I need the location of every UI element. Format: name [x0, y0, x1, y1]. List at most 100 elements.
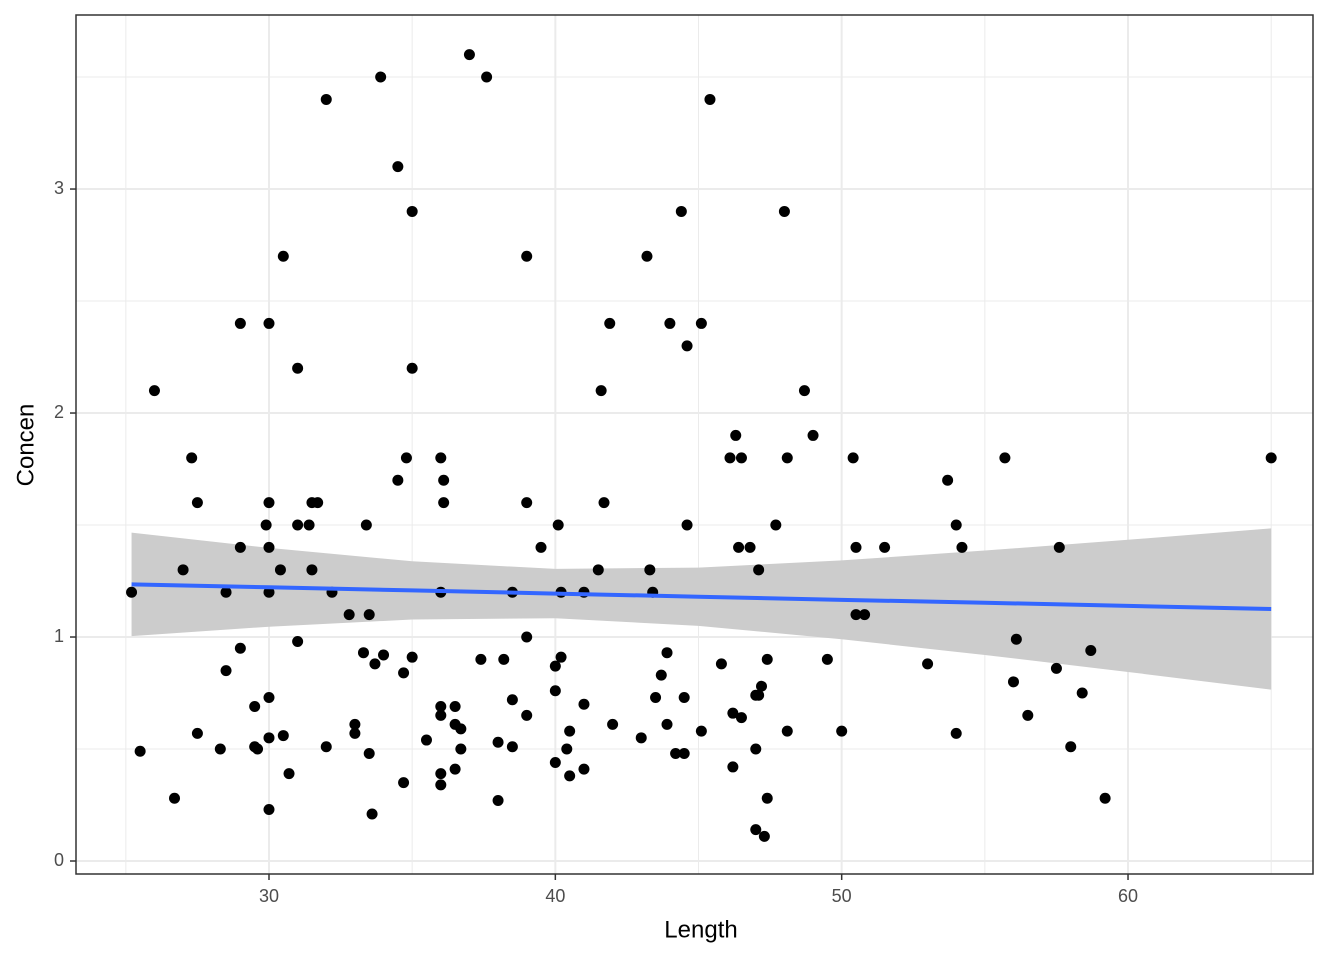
point — [455, 723, 467, 735]
point — [675, 205, 687, 217]
point — [177, 564, 189, 576]
point — [770, 519, 782, 531]
point — [435, 779, 447, 791]
point — [306, 564, 318, 576]
point — [475, 653, 487, 665]
point — [735, 452, 747, 464]
point — [564, 770, 576, 782]
point — [492, 795, 504, 807]
point — [148, 385, 160, 397]
point — [727, 761, 739, 773]
point — [555, 651, 567, 663]
point — [595, 385, 607, 397]
point — [661, 647, 673, 659]
point — [369, 658, 381, 670]
y-axis-title: Concen — [12, 404, 39, 487]
point — [561, 743, 573, 755]
point — [263, 497, 275, 509]
point — [506, 741, 518, 753]
point — [753, 689, 765, 701]
point — [521, 631, 533, 643]
point — [650, 691, 662, 703]
point — [761, 792, 773, 804]
point — [263, 803, 275, 815]
point — [761, 653, 773, 665]
grid — [76, 15, 1313, 874]
point — [449, 763, 461, 775]
point — [234, 642, 246, 654]
point — [320, 93, 332, 105]
point — [263, 317, 275, 329]
point — [678, 747, 690, 759]
point — [604, 317, 616, 329]
point — [1050, 662, 1062, 674]
point — [292, 519, 304, 531]
point — [1053, 541, 1065, 553]
marks — [126, 49, 1277, 842]
x-tick-label: 50 — [832, 886, 852, 906]
point — [1076, 687, 1088, 699]
point — [400, 452, 412, 464]
point — [191, 497, 203, 509]
confidence-band — [131, 528, 1272, 690]
point — [1007, 676, 1019, 688]
point — [463, 49, 475, 61]
point — [807, 429, 819, 441]
point — [260, 519, 272, 531]
point — [922, 658, 934, 670]
point — [126, 586, 138, 598]
point — [744, 541, 756, 553]
point — [169, 792, 181, 804]
point — [778, 205, 790, 217]
point — [263, 586, 275, 598]
point — [859, 609, 871, 621]
point — [349, 718, 361, 730]
point — [320, 741, 332, 753]
point — [695, 725, 707, 737]
point — [781, 452, 793, 464]
point — [392, 161, 404, 173]
point — [750, 743, 762, 755]
point — [521, 497, 533, 509]
point — [134, 745, 146, 757]
point — [1085, 644, 1097, 656]
point — [535, 541, 547, 553]
y-tick-label: 2 — [54, 402, 64, 422]
point — [750, 824, 762, 836]
point — [343, 609, 355, 621]
point — [435, 709, 447, 721]
point — [695, 317, 707, 329]
point — [234, 541, 246, 553]
point — [549, 660, 561, 672]
x-tick-label: 30 — [259, 886, 279, 906]
point — [283, 768, 295, 780]
point — [847, 452, 859, 464]
x-tick-label: 40 — [545, 886, 565, 906]
axes: 30 40 50 60 0 1 2 3 — [54, 178, 1138, 906]
point — [420, 734, 432, 746]
point — [756, 680, 768, 692]
point — [1010, 633, 1022, 645]
point — [249, 700, 261, 712]
point — [492, 736, 504, 748]
point — [274, 564, 286, 576]
point — [252, 743, 264, 755]
point — [836, 725, 848, 737]
point — [406, 205, 418, 217]
point — [681, 340, 693, 352]
point — [214, 743, 226, 755]
x-tick-label: 60 — [1118, 886, 1138, 906]
point — [220, 665, 232, 677]
point — [498, 653, 510, 665]
point — [724, 452, 736, 464]
point — [733, 541, 745, 553]
point — [435, 700, 447, 712]
point — [263, 732, 275, 744]
point — [357, 647, 369, 659]
point — [655, 669, 667, 681]
point — [942, 474, 954, 486]
point — [753, 564, 765, 576]
point — [644, 564, 656, 576]
